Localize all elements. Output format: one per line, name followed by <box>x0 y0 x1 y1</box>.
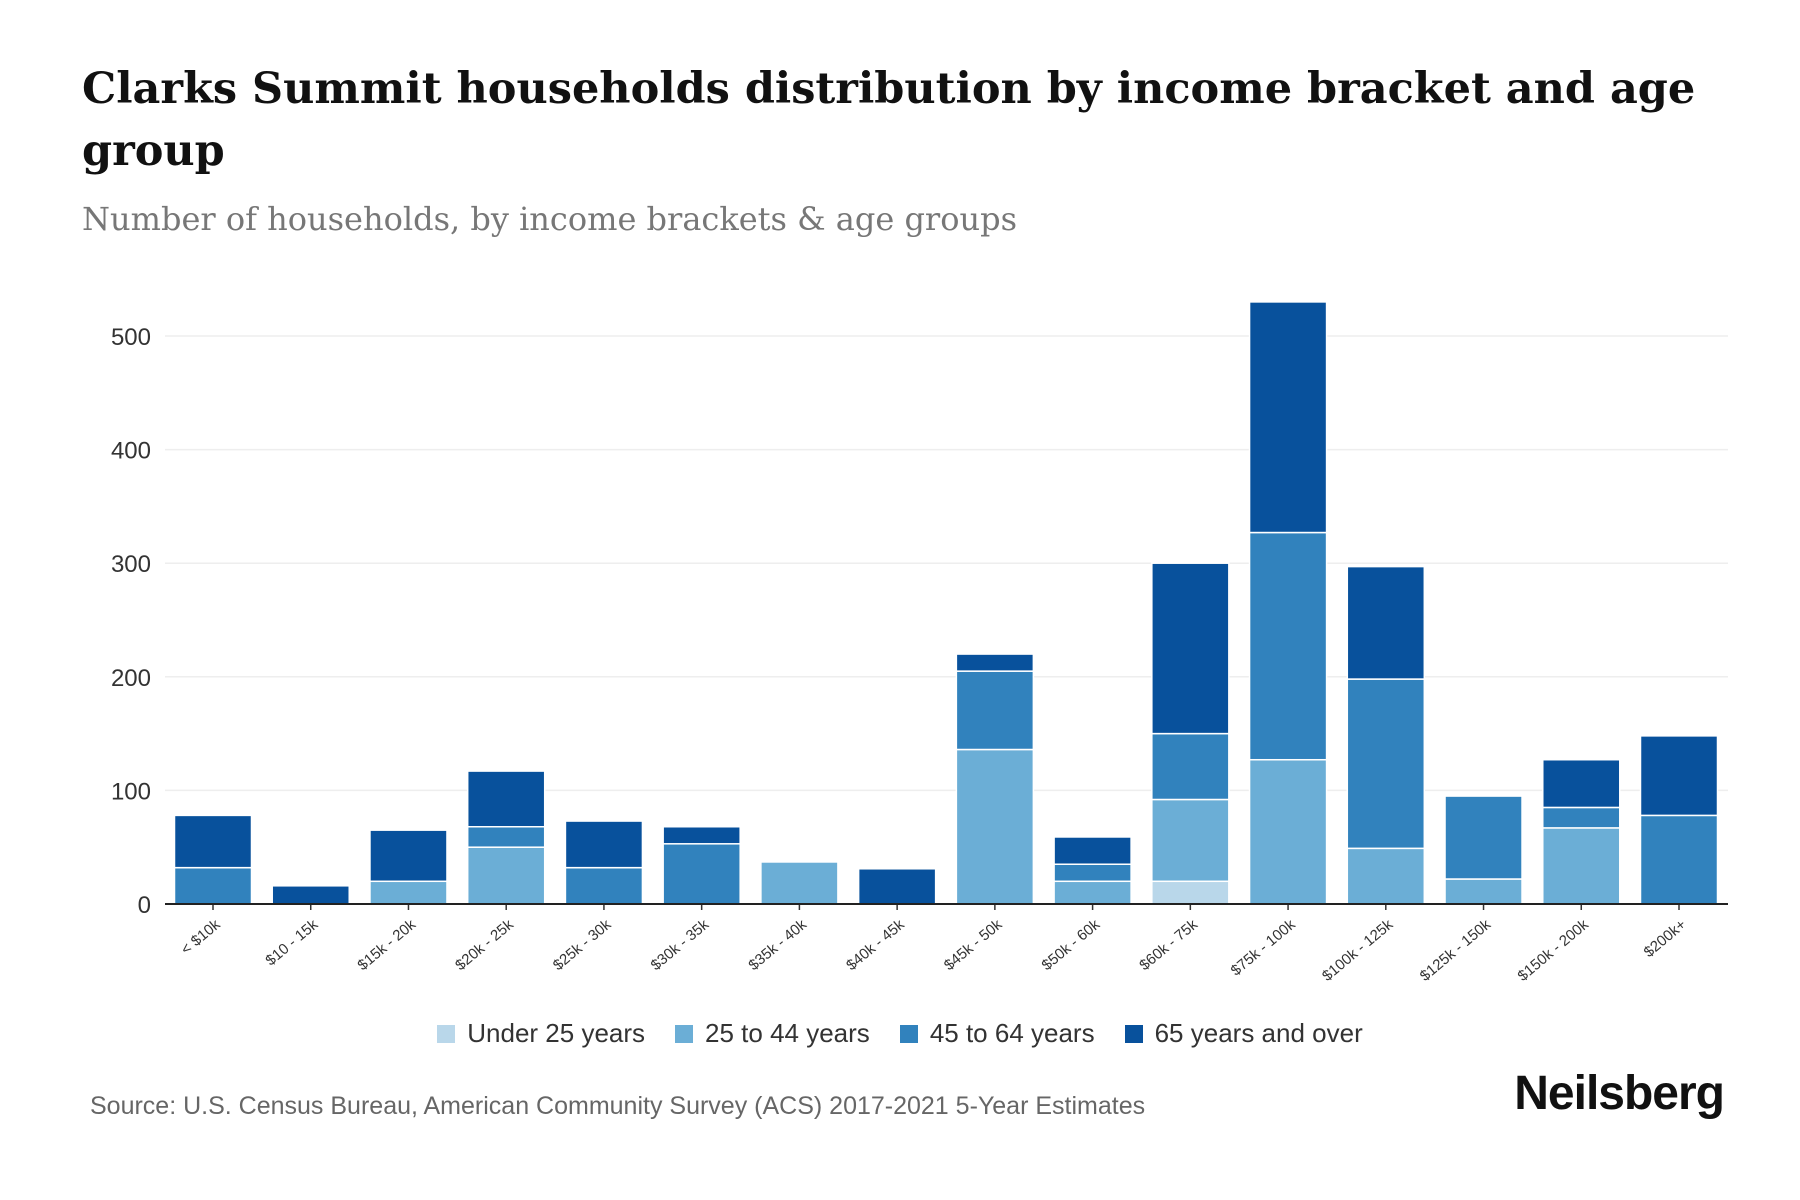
bar-segment-65-years-and-over <box>1639 735 1719 817</box>
bar-segment-25-to-44-years <box>369 880 448 905</box>
bar-segment-65-years-and-over <box>173 814 253 869</box>
x-tick-label: $150k - 200k <box>1514 916 1592 985</box>
bar-segment-25-to-44-years <box>1542 827 1621 905</box>
bar-segment-45-to-64-years <box>1053 863 1132 883</box>
bar-segment-25-to-44-years <box>1248 758 1328 905</box>
bar-segment-25-to-44-years <box>1053 880 1132 905</box>
x-tick-label: $10 - 15k <box>262 916 321 970</box>
legend: Under 25 years 25 to 44 years 45 to 64 yea… <box>0 1018 1800 1049</box>
x-tick-label: $40k - 45k <box>843 916 908 974</box>
bar-segment-65-years-and-over <box>1346 565 1426 680</box>
x-tick-label: $15k - 20k <box>354 916 419 974</box>
x-tick-label: $25k - 30k <box>550 916 615 974</box>
y-tick-label: 100 <box>111 778 151 805</box>
x-tick-label: $125k - 150k <box>1417 916 1495 985</box>
x-tick-label: $200k+ <box>1641 916 1690 961</box>
bar-segment-45-to-64-years <box>1346 678 1426 850</box>
legend-label: Under 25 years <box>467 1018 646 1048</box>
bar-segment-45-to-64-years <box>1151 732 1230 801</box>
bar-segment-25-to-44-years <box>1151 798 1230 883</box>
x-tick-label: $35k - 40k <box>745 916 810 974</box>
bar-segment-65-years-and-over <box>271 885 350 905</box>
x-tick-label: $75k - 100k <box>1228 916 1299 980</box>
y-tick-label: 0 <box>138 892 151 919</box>
bar-segment-65-years-and-over <box>1151 562 1230 735</box>
legend-swatch <box>1124 1024 1143 1043</box>
bar-segment-25-to-44-years <box>1346 847 1426 905</box>
x-tick-label: < $10k <box>178 916 224 959</box>
legend-item: 45 to 64 years <box>899 1018 1095 1049</box>
bar-segment-45-to-64-years <box>564 866 644 905</box>
bar-segment-65-years-and-over <box>1053 836 1132 865</box>
bar-segment-65-years-and-over <box>955 653 1035 672</box>
legend-label: 45 to 64 years <box>929 1018 1095 1048</box>
x-tick-label: $30k - 35k <box>648 916 713 974</box>
legend-item: 65 years and over <box>1124 1018 1363 1049</box>
legend-swatch <box>899 1024 918 1043</box>
bar-segment-45-to-64-years <box>1639 814 1719 905</box>
bar-segment-45-to-64-years <box>662 843 741 905</box>
bar-segment-65-years-and-over <box>1248 301 1328 534</box>
bar-segment-25-to-44-years <box>955 748 1035 905</box>
bar-segment-65-years-and-over <box>369 829 448 883</box>
bar-segment-65-years-and-over <box>662 826 741 845</box>
source-note: Source: U.S. Census Bureau, American Com… <box>90 1092 1146 1120</box>
bar-segment-45-to-64-years <box>1444 795 1523 880</box>
x-tick-label: $50k - 60k <box>1039 916 1104 974</box>
legend-item: Under 25 years <box>437 1018 645 1049</box>
x-tick-label: $20k - 25k <box>452 916 517 974</box>
chart-subtitle: Number of households, by income brackets… <box>82 200 1017 238</box>
legend-label: 25 to 44 years <box>705 1018 870 1048</box>
x-tick-label: $100k - 125k <box>1319 916 1397 985</box>
bar-segment-under-25-years <box>1151 880 1230 905</box>
bar-segment-65-years-and-over <box>1542 758 1621 809</box>
bar-segment-65-years-and-over <box>466 770 546 828</box>
bar-segment-25-to-44-years <box>1444 878 1523 905</box>
y-tick-label: 200 <box>111 665 151 692</box>
bar-segment-65-years-and-over <box>564 820 644 869</box>
bar-segment-65-years-and-over <box>857 868 937 905</box>
legend-swatch <box>437 1024 456 1043</box>
bar-segment-25-to-44-years <box>760 861 839 905</box>
y-tick-label: 500 <box>111 324 151 351</box>
x-tick-label: $60k - 75k <box>1136 916 1201 974</box>
x-tick-label: $45k - 50k <box>941 916 1006 974</box>
y-tick-label: 300 <box>111 551 151 578</box>
bar-segment-45-to-64-years <box>955 670 1035 751</box>
chart-title: Clarks Summit households distribution by… <box>82 64 1696 176</box>
bar-segment-45-to-64-years <box>1248 531 1328 761</box>
bar-segment-45-to-64-years <box>1542 806 1621 829</box>
y-tick-label: 400 <box>111 438 151 465</box>
bar-segment-45-to-64-years <box>466 826 546 848</box>
legend-swatch <box>675 1024 694 1043</box>
bar-segment-45-to-64-years <box>173 866 253 905</box>
legend-item: 25 to 44 years <box>675 1018 870 1049</box>
legend-label: 65 years and over <box>1154 1018 1363 1048</box>
neilsberg-logo: Neilsberg <box>1514 1067 1725 1120</box>
bar-segment-25-to-44-years <box>466 846 546 905</box>
